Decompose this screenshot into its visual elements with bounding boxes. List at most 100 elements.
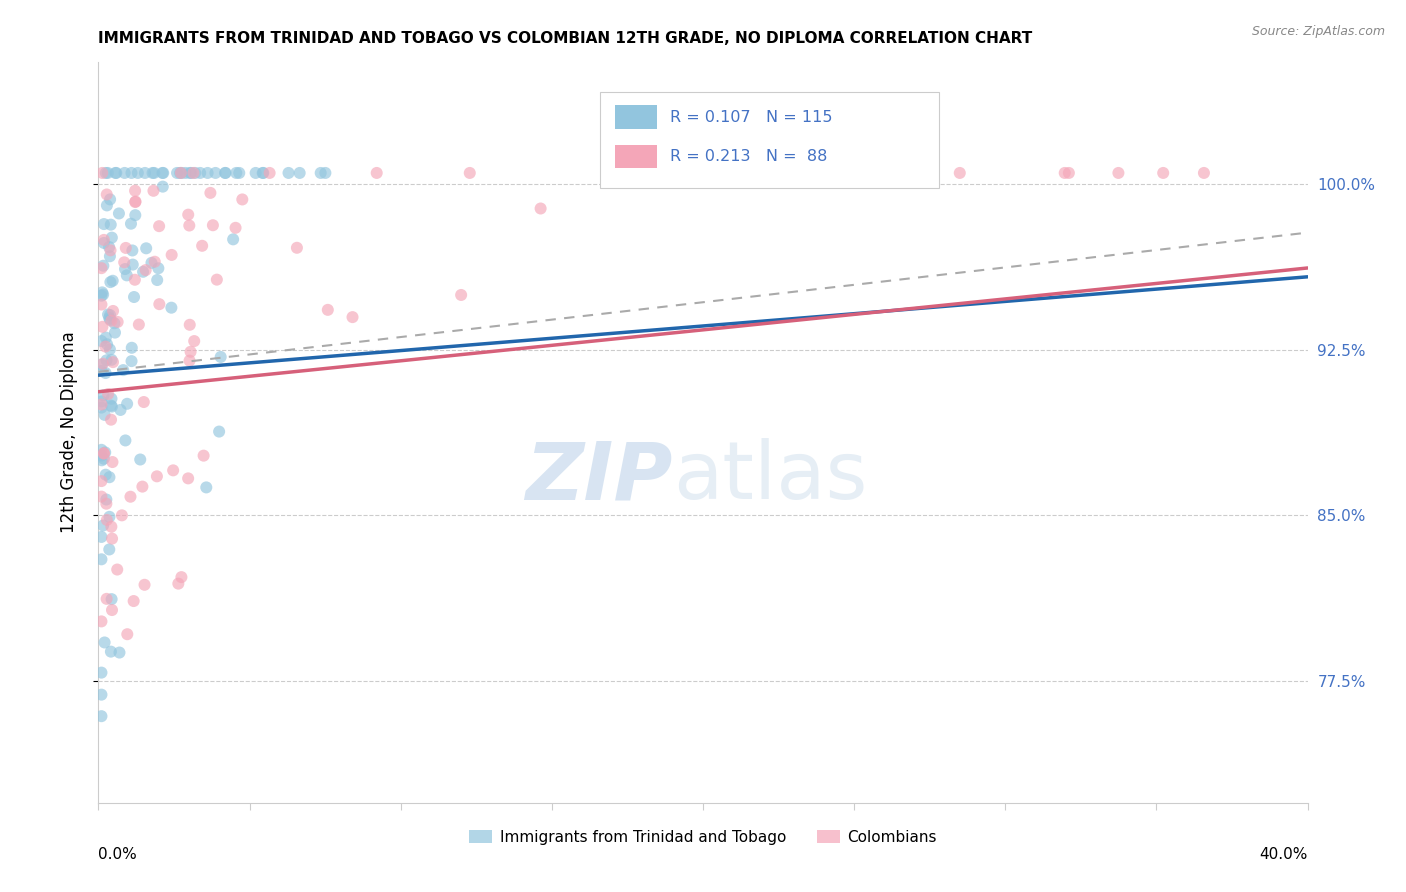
Point (98, 509, 121, 524)
Point (160, 248, 183, 262)
Point (101, 400, 124, 414)
Point (91, 319, 114, 334)
Point (90, 334, 112, 348)
Point (148, 219, 170, 234)
Text: 0.0%: 0.0% (98, 847, 138, 863)
Point (98, 542, 121, 557)
Point (104, 326, 127, 340)
Point (921, 166, 943, 180)
Point (93, 408, 115, 422)
Point (167, 576, 190, 591)
Point (121, 341, 143, 355)
Point (98, 240, 121, 254)
Point (124, 273, 146, 287)
Point (179, 318, 201, 332)
Point (94, 166, 117, 180)
Point (285, 241, 308, 255)
Point (252, 166, 274, 180)
Text: R = 0.107   N = 115: R = 0.107 N = 115 (671, 110, 832, 125)
Point (90, 490, 112, 504)
Point (128, 318, 150, 332)
Point (152, 179, 174, 194)
Point (692, 166, 714, 180)
Point (166, 166, 188, 180)
Point (228, 166, 250, 180)
Point (90, 364, 112, 378)
Point (143, 166, 166, 180)
Point (121, 354, 143, 368)
FancyBboxPatch shape (614, 105, 657, 129)
Point (100, 413, 122, 427)
Point (146, 469, 169, 483)
Point (160, 301, 183, 315)
Point (1057, 166, 1080, 180)
Point (93, 635, 115, 649)
Point (288, 166, 311, 180)
Text: atlas: atlas (672, 438, 868, 516)
Point (90, 552, 112, 566)
Point (115, 397, 138, 411)
Point (225, 166, 247, 180)
Point (121, 166, 143, 180)
Point (179, 219, 201, 233)
Point (101, 603, 124, 617)
Point (162, 463, 184, 477)
Point (96, 337, 118, 351)
Point (1107, 166, 1129, 180)
Point (738, 166, 761, 180)
Point (316, 302, 339, 317)
Point (197, 166, 219, 180)
Point (97, 166, 120, 180)
Point (141, 256, 163, 270)
Point (214, 166, 236, 180)
Point (90, 615, 112, 629)
Point (108, 646, 131, 660)
Point (148, 297, 170, 311)
FancyBboxPatch shape (614, 145, 657, 169)
Point (121, 258, 143, 272)
Point (170, 166, 193, 180)
Point (191, 239, 214, 253)
Point (366, 166, 388, 180)
Point (169, 166, 191, 180)
Point (122, 594, 145, 608)
Point (114, 262, 136, 277)
Point (111, 508, 134, 523)
Point (100, 352, 122, 367)
Point (342, 310, 364, 325)
Point (245, 166, 267, 180)
Point (100, 275, 122, 289)
Point (98, 249, 121, 263)
Point (101, 455, 124, 469)
Point (93, 233, 115, 247)
Point (100, 218, 122, 232)
Point (98, 343, 121, 357)
Text: ZIP: ZIP (526, 438, 672, 516)
Point (90, 474, 112, 488)
Point (205, 272, 228, 286)
Point (204, 166, 226, 180)
Point (1053, 166, 1076, 180)
Point (222, 232, 245, 246)
Point (1152, 166, 1174, 180)
Point (90, 261, 112, 276)
Point (90, 358, 112, 372)
Point (93, 446, 115, 460)
Point (193, 449, 215, 463)
Point (90, 289, 112, 303)
Point (93, 447, 115, 461)
Point (96, 353, 118, 368)
Point (120, 490, 142, 504)
Point (208, 425, 231, 439)
Point (124, 208, 146, 222)
Point (124, 184, 146, 198)
Point (179, 166, 201, 180)
Point (100, 645, 122, 659)
Point (115, 268, 138, 283)
Point (179, 353, 201, 368)
Point (142, 184, 165, 198)
Point (129, 452, 152, 467)
Point (93, 217, 115, 231)
Point (141, 166, 163, 180)
Point (96, 187, 118, 202)
